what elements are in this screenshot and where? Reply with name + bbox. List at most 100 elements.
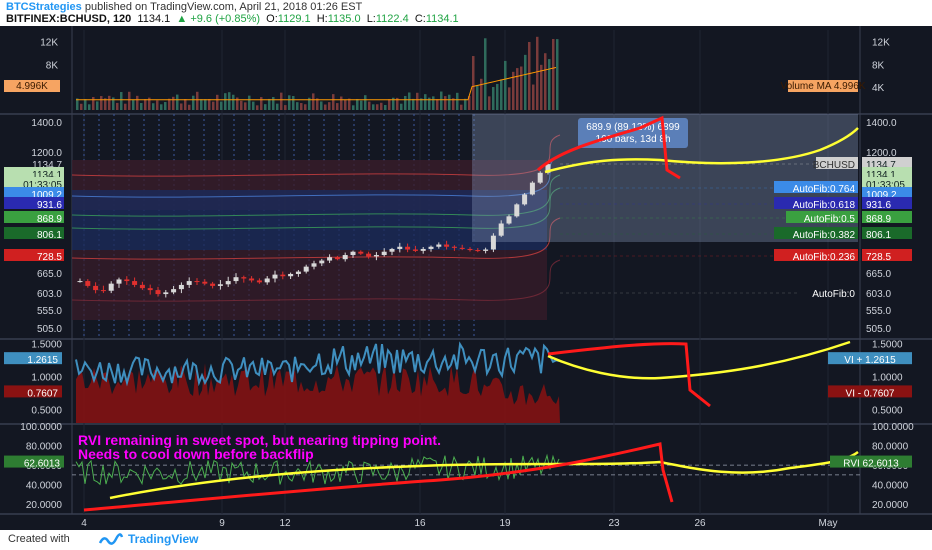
- candle-body: [85, 281, 91, 286]
- candle-body: [210, 283, 216, 286]
- created-with-text: Created with: [8, 533, 70, 545]
- drawings: [83, 115, 859, 512]
- price-tick-left: 1200.0: [31, 148, 62, 159]
- volume-bar: [200, 99, 203, 110]
- candle-body: [178, 284, 184, 290]
- open-label: O:: [266, 13, 278, 25]
- volume-bar: [388, 99, 391, 110]
- price-tick-left: 603.0: [37, 289, 62, 300]
- volume-bar: [144, 99, 147, 110]
- volume-bar: [492, 87, 495, 110]
- candle-body: [93, 285, 99, 291]
- volume-bar: [424, 94, 427, 110]
- candle-body: [256, 280, 262, 283]
- candle-body: [428, 246, 434, 249]
- volume-bar: [96, 101, 99, 110]
- keltner-line: [71, 174, 561, 217]
- volume-bar: [168, 98, 171, 110]
- price-label-bg-right: [862, 177, 912, 189]
- volume-bar: [188, 104, 191, 110]
- volume-bar: [512, 71, 515, 110]
- volume-bar: [216, 94, 219, 110]
- candle-body: [514, 204, 520, 217]
- candle-body: [412, 249, 418, 251]
- volume-bar: [352, 105, 355, 110]
- vi-plus-label-bg-left: [4, 352, 62, 365]
- volume-bar: [468, 96, 471, 110]
- volume-bar: [480, 78, 483, 110]
- vi-plus-line: [75, 341, 560, 387]
- yellow-projection-rvi: [109, 450, 859, 500]
- price-tick-left: 728.5: [37, 252, 62, 263]
- candle-body: [295, 271, 301, 274]
- volume-bar: [372, 104, 375, 110]
- footer: Created with TradingView: [0, 530, 932, 550]
- candle-body: [288, 273, 294, 277]
- price-label-bg-left: [4, 177, 64, 189]
- price-tick-right: 1134.7: [866, 160, 896, 171]
- candle-body: [303, 266, 309, 272]
- candle-body: [381, 251, 387, 256]
- low-label: L:: [366, 13, 376, 25]
- volume-bar: [124, 103, 127, 110]
- candle-body: [405, 246, 411, 250]
- price-label-bg-right: [862, 249, 912, 261]
- open-value: 1129.1: [277, 13, 311, 25]
- volume-bar: [92, 97, 95, 110]
- candle-body: [241, 277, 247, 279]
- candle-body: [327, 257, 333, 261]
- price-tick-right: 665.0: [866, 269, 891, 280]
- vi-minus-area: [76, 363, 560, 423]
- volume-bar: [204, 99, 207, 110]
- volume-y-tick-left: 12K: [40, 37, 58, 48]
- price-tick-left: 1009.2: [31, 190, 62, 201]
- candle-body: [483, 249, 489, 251]
- rvi-label-bg-left: [4, 455, 64, 468]
- x-tick-label: 12: [279, 518, 291, 529]
- vortex-y-tick-left: 1.5000: [31, 339, 62, 350]
- volume-bar: [328, 102, 331, 110]
- price-tick-right: 931.6: [866, 200, 891, 211]
- volume-bar: [320, 101, 323, 110]
- volume-bar: [488, 96, 491, 110]
- volume-ma-label-right: Volume MA 4.996K: [780, 81, 865, 92]
- volume-bar: [392, 97, 395, 110]
- volume-bar: [556, 39, 559, 110]
- volume-panel: [76, 36, 559, 111]
- price-tick-left: 555.0: [37, 306, 62, 317]
- volume-bar: [548, 59, 551, 110]
- vortex-y-tick-left: 1.0000: [31, 373, 62, 384]
- volume-bar: [412, 98, 415, 110]
- volume-bar: [544, 53, 547, 110]
- candle-body: [124, 279, 130, 282]
- volume-bar: [440, 91, 443, 110]
- vortex-y-tick-right: 0.5000: [872, 406, 903, 417]
- author-link[interactable]: BTCStrategies: [6, 1, 82, 13]
- volume-bar: [332, 94, 335, 110]
- volume-bar: [140, 102, 143, 110]
- measure-label-bg: [578, 118, 688, 148]
- volume-bar: [80, 103, 83, 110]
- volume-bar: [348, 98, 351, 110]
- volume-bar: [232, 94, 235, 110]
- symbol-label[interactable]: BITFINEX:BCHUSD, 120: [6, 13, 132, 25]
- candle-body: [194, 281, 200, 283]
- candle-body: [444, 244, 450, 247]
- price-tick-right: 728.5: [866, 252, 891, 263]
- publish-info: BTCStrategies published on TradingView.c…: [6, 1, 362, 13]
- volume-bar: [500, 79, 503, 110]
- volume-bar: [244, 102, 247, 110]
- volume-bar: [496, 83, 499, 110]
- price-tick-right: 603.0: [866, 289, 891, 300]
- volume-bar: [312, 93, 315, 110]
- autofib-label: AutoFib:0.382: [793, 230, 856, 241]
- volume-ma-line: [76, 66, 557, 101]
- rvi-y-tick-right: 80.0000: [872, 442, 909, 453]
- vi-minus-value-left: 0.7607: [27, 388, 58, 399]
- volume-bar: [396, 97, 399, 110]
- tradingview-brand[interactable]: TradingView: [128, 532, 199, 546]
- volume-bar: [416, 92, 419, 110]
- price-tick-right: 555.0: [866, 306, 891, 317]
